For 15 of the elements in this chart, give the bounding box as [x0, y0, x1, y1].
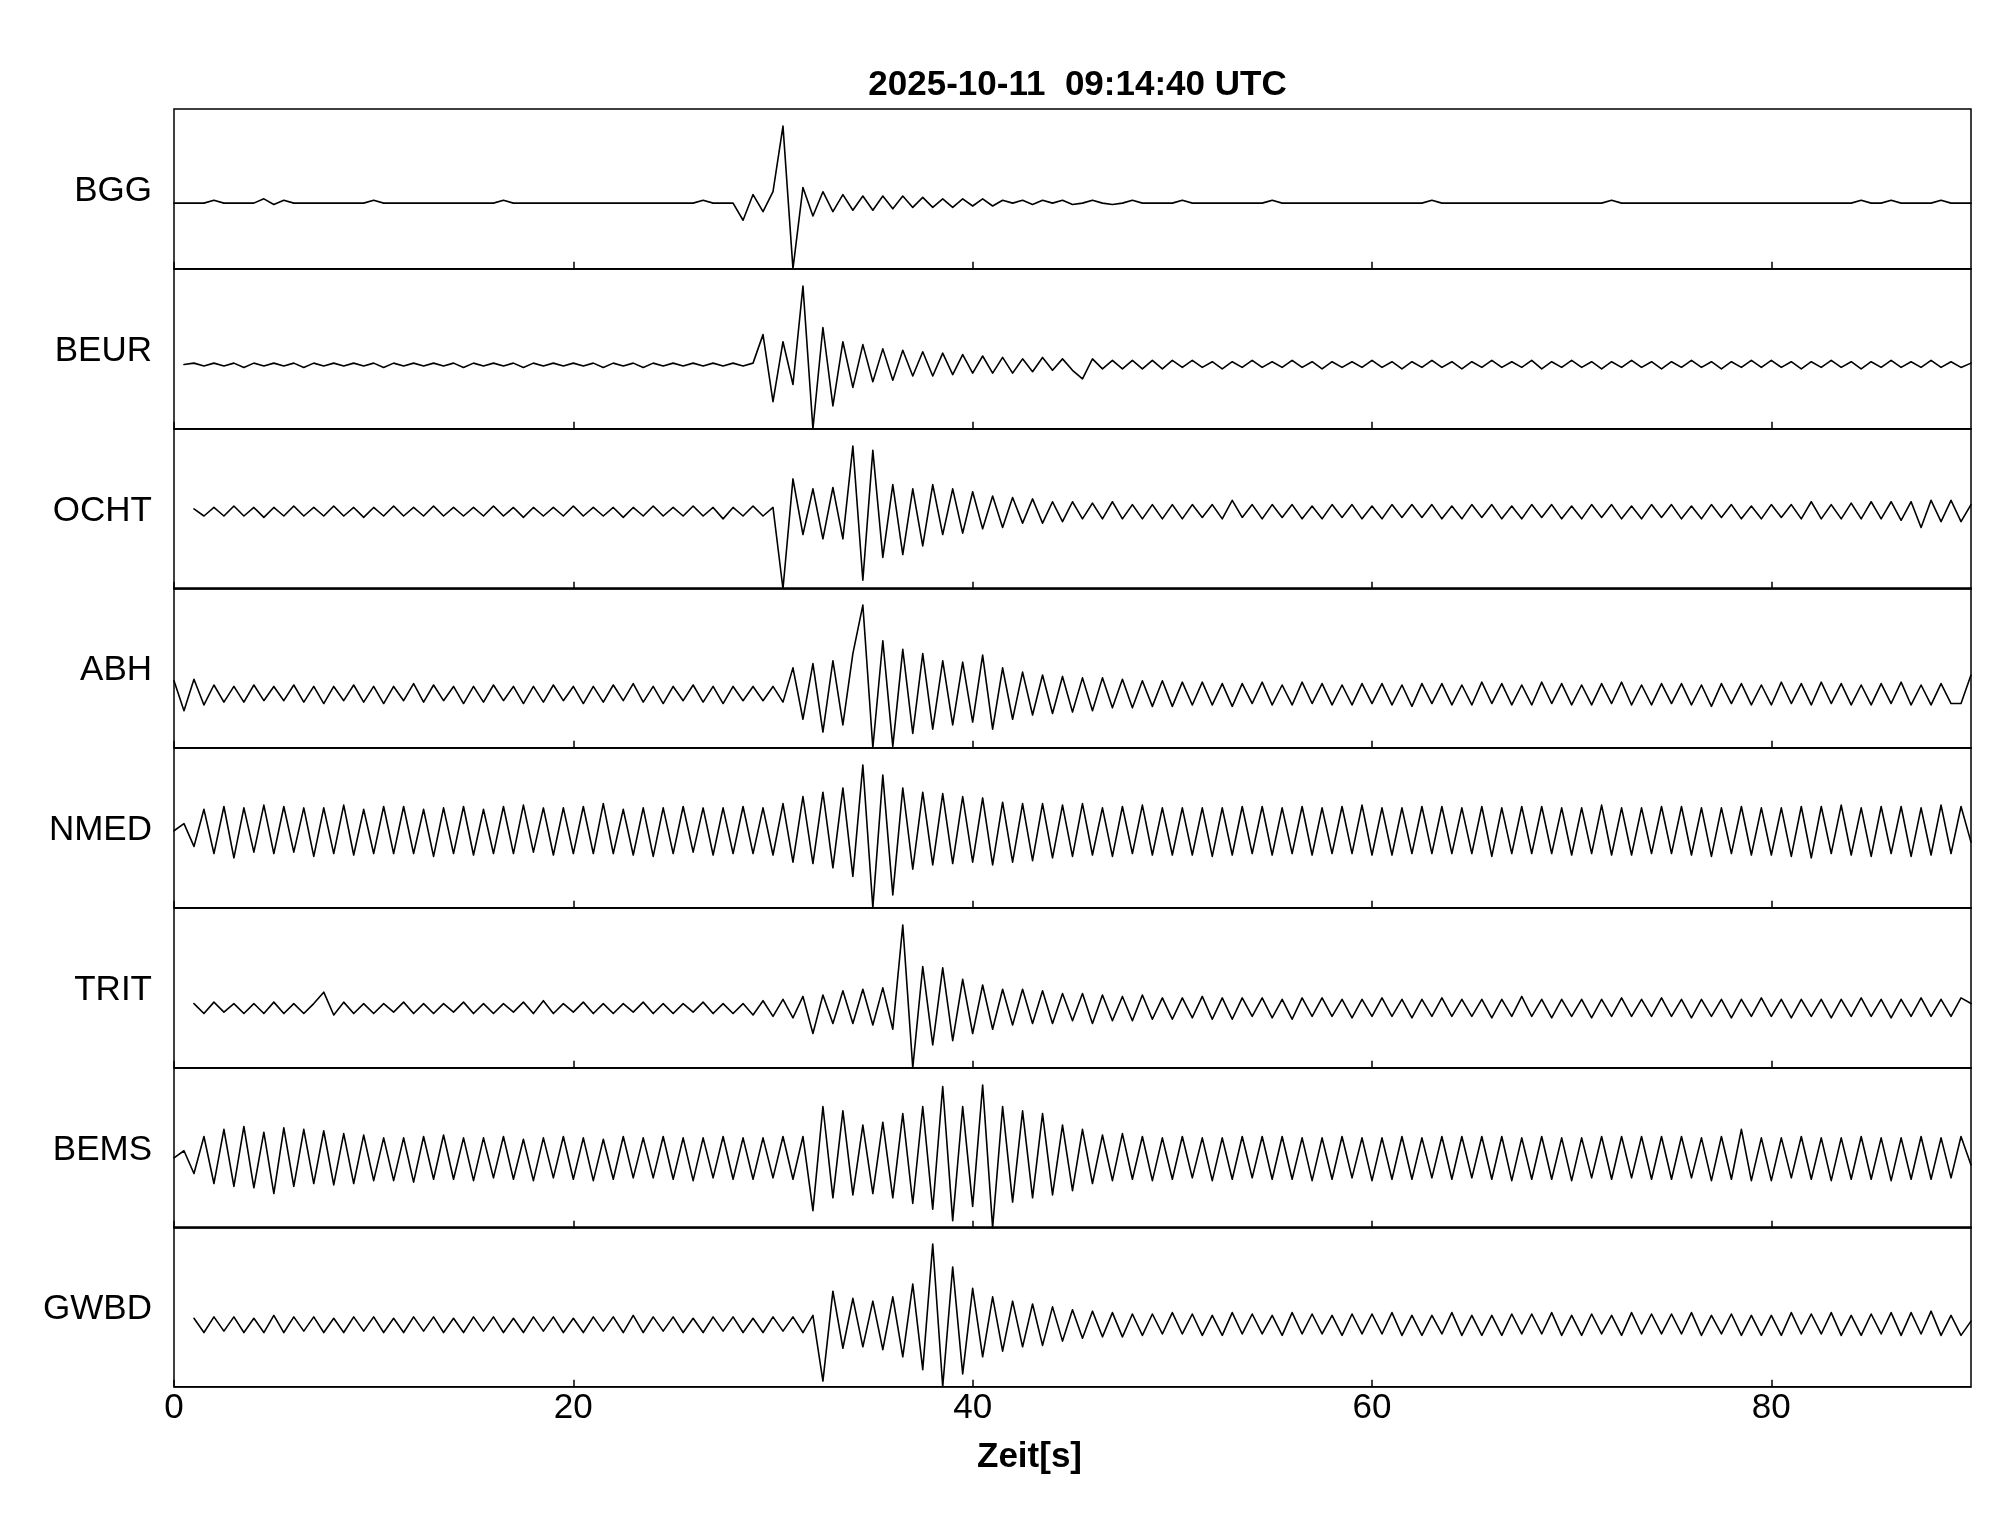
y-axis-title: BEMS — [52, 1127, 152, 1167]
x-tick-label: 40 — [953, 1386, 993, 1425]
y-axis-title: OCHT — [52, 488, 152, 528]
x-axis-title: Zeit[s] — [977, 1435, 1082, 1474]
y-axis-title: NMED — [48, 808, 152, 848]
x-tick-label: 80 — [1751, 1386, 1791, 1425]
y-axis-title: TRIT — [74, 968, 152, 1008]
y-axis-title: ABH — [80, 648, 152, 688]
y-axis-title: GWBD — [43, 1287, 152, 1327]
x-tick-label: 0 — [164, 1386, 184, 1425]
y-axis-title: BEUR — [54, 329, 152, 369]
chart-title: 2025-10-11 09:14:40 UTC — [868, 63, 1287, 102]
y-axis-title: BGG — [74, 169, 152, 209]
x-tick-label: 20 — [553, 1386, 593, 1425]
x-tick-label: 60 — [1352, 1386, 1392, 1425]
